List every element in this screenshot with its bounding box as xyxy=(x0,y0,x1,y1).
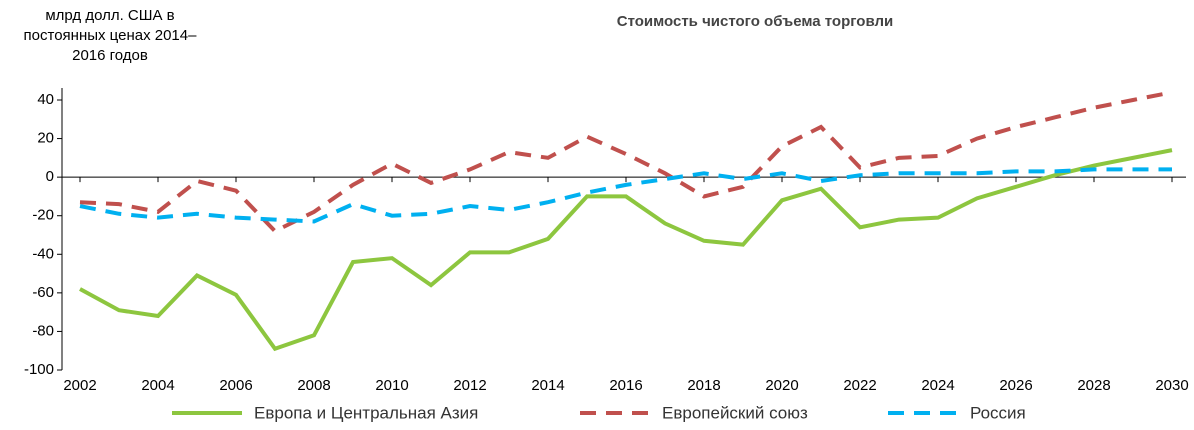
y-axis-label: млрд долл. США в xyxy=(45,7,174,24)
y-tick-label: -60 xyxy=(32,284,54,301)
x-tick-label: 2030 xyxy=(1155,377,1188,394)
series-line xyxy=(79,148,1173,352)
x-tick-label: 2018 xyxy=(687,377,720,394)
legend-label: Россия xyxy=(970,403,1026,422)
y-tick-label: -40 xyxy=(32,245,54,262)
x-tick-label: 2002 xyxy=(63,377,96,394)
legend-label: Европейский союз xyxy=(662,403,808,422)
x-tick-label: 2014 xyxy=(531,377,564,394)
x-tick-label: 2022 xyxy=(843,377,876,394)
x-tick-label: 2028 xyxy=(1077,377,1110,394)
series-line xyxy=(79,167,1172,224)
x-tick-label: 2020 xyxy=(765,377,798,394)
x-tick-label: 2010 xyxy=(375,377,408,394)
y-axis-label: постоянных ценах 2014– xyxy=(24,27,198,44)
legend-label: Европа и Центральная Азия xyxy=(254,403,478,422)
y-tick-label: 40 xyxy=(37,91,54,108)
chart-title: Стоимость чистого объема торговли xyxy=(617,13,893,30)
series-line xyxy=(79,90,1173,234)
x-tick-label: 2016 xyxy=(609,377,642,394)
y-axis-label: 2016 годов xyxy=(72,47,148,64)
x-tick-label: 2012 xyxy=(453,377,486,394)
y-tick-label: 0 xyxy=(46,168,54,185)
x-tick-label: 2008 xyxy=(297,377,330,394)
x-tick-label: 2026 xyxy=(999,377,1032,394)
y-tick-label: -100 xyxy=(24,361,54,378)
x-tick-label: 2006 xyxy=(219,377,252,394)
x-tick-label: 2024 xyxy=(921,377,954,394)
y-tick-label: -80 xyxy=(32,322,54,339)
y-tick-label: -20 xyxy=(32,207,54,224)
x-tick-label: 2004 xyxy=(141,377,174,394)
y-tick-label: 20 xyxy=(37,130,54,147)
